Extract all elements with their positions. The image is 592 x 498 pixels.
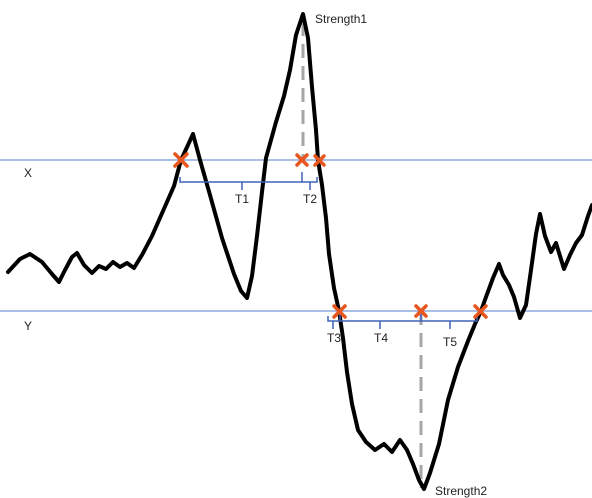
crossing-marker-5 [414,304,428,318]
label-line-x: X [24,166,32,180]
crossing-marker-1 [173,152,189,168]
crossing-markers [173,152,488,319]
label-strength1: Strength1 [315,12,367,26]
bracket-t1-t2 [179,177,318,183]
bracket-t3-t5 [327,316,478,322]
label-line-y: Y [24,319,32,333]
interval-brackets [179,172,478,329]
label-t2: T2 [303,192,317,206]
signal-curve [6,12,592,491]
crossing-marker-2 [295,153,309,167]
label-strength2: Strength2 [435,484,487,498]
crossing-marker-6 [473,304,488,319]
crossing-marker-3 [313,154,326,167]
label-t4: T4 [374,331,388,345]
label-t5: T5 [443,335,457,349]
label-t3: T3 [327,331,341,345]
label-t1: T1 [235,192,249,206]
crossing-marker-4 [332,304,347,319]
